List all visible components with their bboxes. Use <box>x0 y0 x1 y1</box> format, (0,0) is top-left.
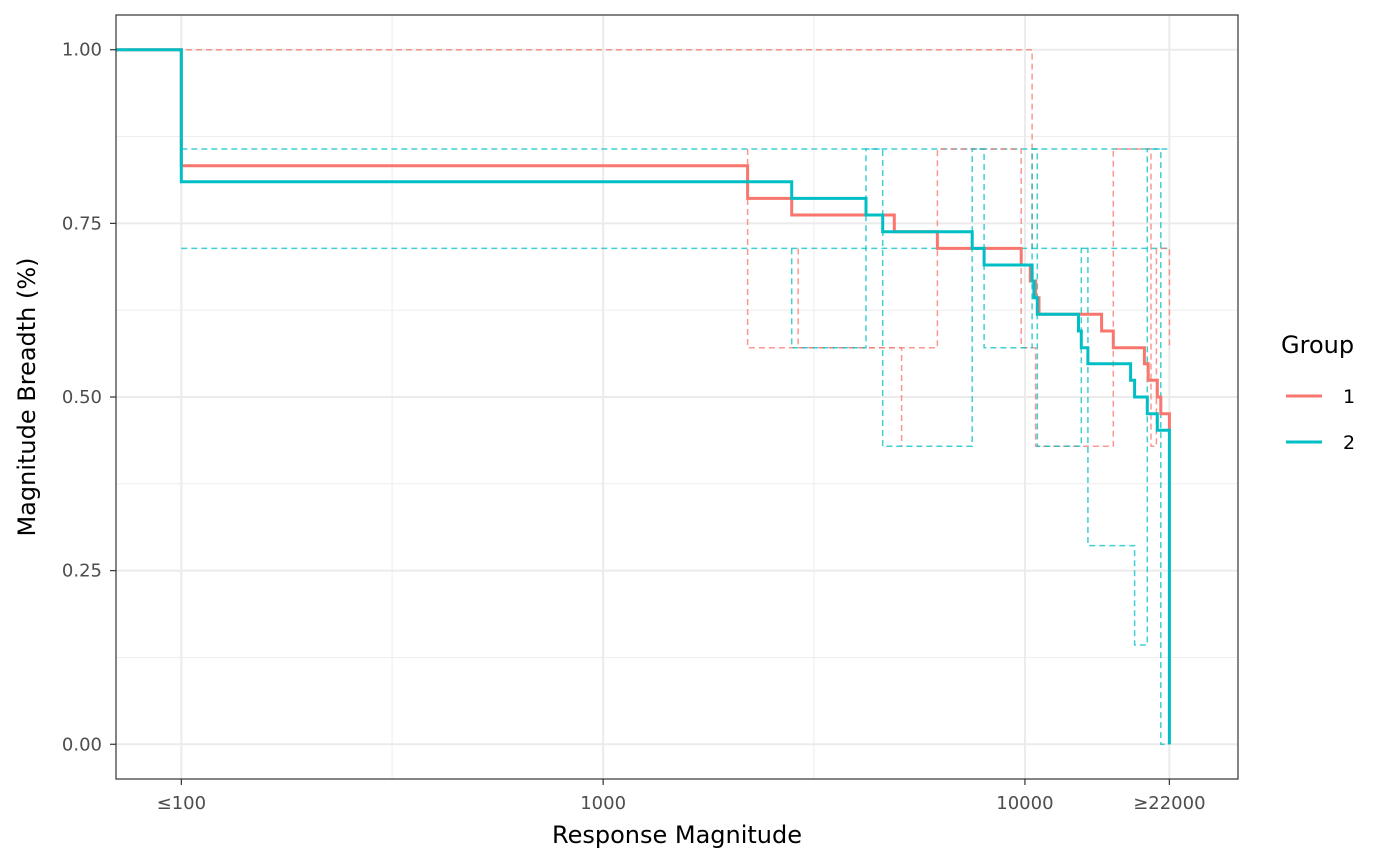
axis-ticks: ≤100 1000 10000 ≥22000 0.00 0.25 0.50 0.75 1.00 <box>62 40 1206 814</box>
grid <box>116 15 1238 779</box>
x-tick-label: 10000 <box>996 793 1053 814</box>
y-tick-label: 0.75 <box>62 213 102 234</box>
y-axis-title: Magnitude Breadth (%) <box>13 257 41 536</box>
legend-label-1: 1 <box>1343 386 1355 408</box>
x-tick-label: 1000 <box>580 793 626 814</box>
series-line-1 <box>116 48 1171 431</box>
y-tick-label: 0.25 <box>62 561 102 582</box>
y-tick-label: 1.00 <box>62 40 102 61</box>
band-line-group-2 <box>790 148 1170 746</box>
legend-title: Group <box>1281 331 1354 359</box>
y-tick-label: 0.00 <box>62 734 102 755</box>
band-line-group-1 <box>746 148 1171 448</box>
x-tick-label: ≥22000 <box>1133 793 1205 814</box>
data-series <box>116 48 1171 746</box>
band-line-group-1 <box>797 248 903 447</box>
y-tick-label: 0.50 <box>62 387 102 408</box>
legend: Group 1 2 <box>1281 331 1355 454</box>
legend-label-2: 2 <box>1343 432 1355 454</box>
x-tick-label: ≤100 <box>157 793 206 814</box>
series-line-2 <box>116 48 1171 745</box>
x-axis-title: Response Magnitude <box>552 821 802 849</box>
